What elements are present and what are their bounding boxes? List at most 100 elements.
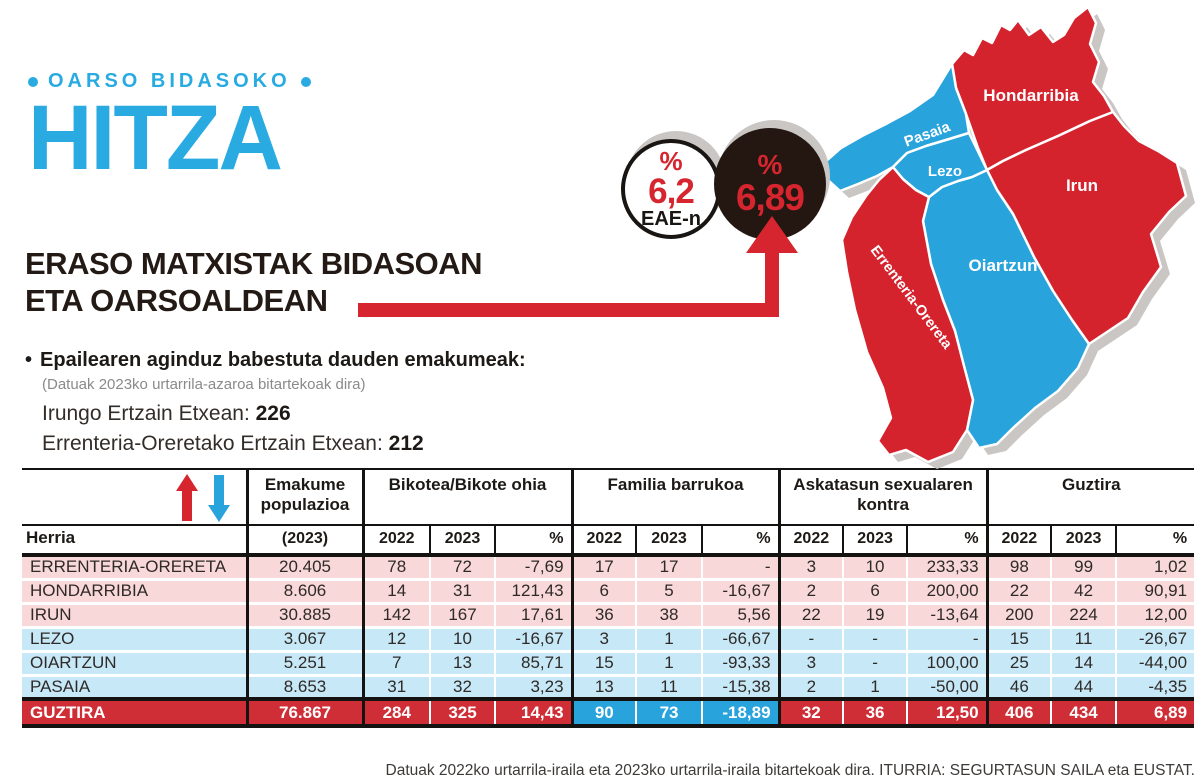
table-cell: -26,67 <box>1115 625 1195 651</box>
sub-header-2023: 2023 <box>1050 524 1117 557</box>
map-label-lezo: Lezo <box>928 163 962 180</box>
sub-header-2022: 2022 <box>361 524 430 557</box>
table-total-row: GUZTIRA 76.867 284 325 14,43 90 73 -18,89 32 36 12… <box>22 697 1195 728</box>
table-cell: 10 <box>429 625 495 651</box>
table-cell: 142 <box>361 601 430 627</box>
brand-dot-left-icon <box>28 76 38 87</box>
table-cell: 22 <box>777 601 844 627</box>
map-region-errenteria-orereta <box>840 165 975 464</box>
table-cell: 19 <box>842 601 908 627</box>
cell-population: 30.885 <box>245 601 363 627</box>
table-cell: 15 <box>570 649 637 675</box>
table-cell: 17,61 <box>493 601 573 627</box>
table-cell: 6 <box>570 577 637 603</box>
table-cell: 13 <box>429 649 495 675</box>
table-cell: -16,67 <box>493 625 573 651</box>
bullet-icon: • <box>25 349 33 371</box>
table-row: PASAIA 8.653 31 32 3,23 13 11 -15,38 2 1 -50,00 46 4… <box>22 673 1195 699</box>
table-cell: 44 <box>1050 673 1117 699</box>
table-cell: 1,02 <box>1115 553 1195 579</box>
table-cell: -7,69 <box>493 553 573 579</box>
brand-kicker-text: OARSO BIDASOKO <box>48 70 291 92</box>
table-cell: 6,89 <box>1115 697 1195 728</box>
sub-header-pct: % <box>701 524 780 557</box>
table-cell: 99 <box>1050 553 1117 579</box>
table-row: IRUN 30.885 142 167 17,61 36 38 5,56 22 19 -13,64 2… <box>22 601 1195 627</box>
stats-table-wrap: Emakume populazioa Bikotea/Bikote ohia F… <box>22 468 1195 728</box>
eae-percent-sign: % <box>659 146 683 177</box>
pointer-line-vertical <box>765 250 779 310</box>
table-cell: - <box>701 553 780 579</box>
page-title: ERASO MATXISTAK BIDASOAN ETA OARSOALDEAN <box>25 245 483 319</box>
sub-header-2023: 2023 <box>429 524 495 557</box>
table-cell: 17 <box>570 553 637 579</box>
table-cell: 78 <box>361 553 430 579</box>
column-header-population: Emakume populazioa <box>245 468 363 525</box>
table-cell: 98 <box>985 553 1052 579</box>
table-cell: 5 <box>635 577 703 603</box>
map-label-oiartzun: Oiartzun <box>969 256 1038 275</box>
table-cell: 200,00 <box>906 577 988 603</box>
source-footer: Datuak 2022ko urtarrila-iraila eta 2023k… <box>385 762 1195 779</box>
table-cell: 10 <box>842 553 908 579</box>
table-cell: 3,23 <box>493 673 573 699</box>
pointer-line-horizontal <box>358 303 779 317</box>
table-cell: 36 <box>570 601 637 627</box>
table-cell: 15 <box>985 625 1052 651</box>
table-cell: 46 <box>985 673 1052 699</box>
table-cell: 167 <box>429 601 495 627</box>
table-cell: 1 <box>635 649 703 675</box>
trend-arrows <box>175 474 230 522</box>
brand-dot-right-icon <box>300 76 311 87</box>
table-cell: 32 <box>429 673 495 699</box>
protected-item-errenteria-label: Errenteria-Oreretako Ertzain Etxean: <box>42 431 389 455</box>
protected-heading: • Epailearen aginduz babestuta dauden ema… <box>25 349 585 372</box>
table-cell: 73 <box>635 697 703 728</box>
table-cell: 11 <box>1050 625 1117 651</box>
table-cell: 2 <box>777 577 844 603</box>
table-cell: - <box>777 625 844 651</box>
group-header-bikotea: Bikotea/Bikote ohia <box>361 468 573 525</box>
table-cell: 72 <box>429 553 495 579</box>
up-arrow-icon <box>175 474 198 522</box>
population-header-line2: populazioa <box>260 494 350 514</box>
table-cell: 3 <box>570 625 637 651</box>
table-cell: 7 <box>361 649 430 675</box>
table-cell: 36 <box>842 697 908 728</box>
bidasoa-value: 6,89 <box>735 176 805 218</box>
table-cell: 5,56 <box>701 601 780 627</box>
row-herria: HONDARRIBIA <box>22 577 247 603</box>
sub-header-2022: 2022 <box>777 524 844 557</box>
table-cell: 224 <box>1050 601 1117 627</box>
eae-value: 6,2 <box>648 171 695 211</box>
brand-kicker: OARSO BIDASOKO <box>28 70 311 93</box>
table-body: ERRENTERIA-ORERETA 20.405 78 72 -7,69 17 17-3 1… <box>22 553 1195 728</box>
row-herria: LEZO <box>22 625 247 651</box>
bidasoa-percent-sign: % <box>757 149 783 181</box>
brand-wordmark: HITZA <box>28 87 283 189</box>
protected-item-irun-value: 226 <box>255 402 291 425</box>
table-cell: 11 <box>635 673 703 699</box>
table-cell: -44,00 <box>1115 649 1195 675</box>
row-herria: IRUN <box>22 601 247 627</box>
table-cell: -93,33 <box>701 649 780 675</box>
sub-header-pct: % <box>493 524 573 557</box>
sub-header-2022: 2022 <box>985 524 1052 557</box>
table-subheader-row: Herria (2023) 2022 2023 % 2022 2023 % 20… <box>22 524 1195 557</box>
table-cell: 12,50 <box>906 697 988 728</box>
page-title-line2: ETA OARSOALDEAN <box>25 283 328 319</box>
stats-table: Emakume populazioa Bikotea/Bikote ohia F… <box>22 468 1195 728</box>
sub-header-pct: % <box>906 524 988 557</box>
table-cell: 12 <box>361 625 430 651</box>
cell-population: 8.653 <box>245 673 363 699</box>
table-cell: 100,00 <box>906 649 988 675</box>
cell-population: 5.251 <box>245 649 363 675</box>
row-herria: PASAIA <box>22 673 247 699</box>
sub-header-2022: 2022 <box>570 524 637 557</box>
table-cell: 2 <box>777 673 844 699</box>
table-cell: -66,67 <box>701 625 780 651</box>
table-cell: 200 <box>985 601 1052 627</box>
map-label-irun: Irun <box>1066 176 1098 195</box>
table-cell: 17 <box>635 553 703 579</box>
table-cell: -18,89 <box>701 697 780 728</box>
